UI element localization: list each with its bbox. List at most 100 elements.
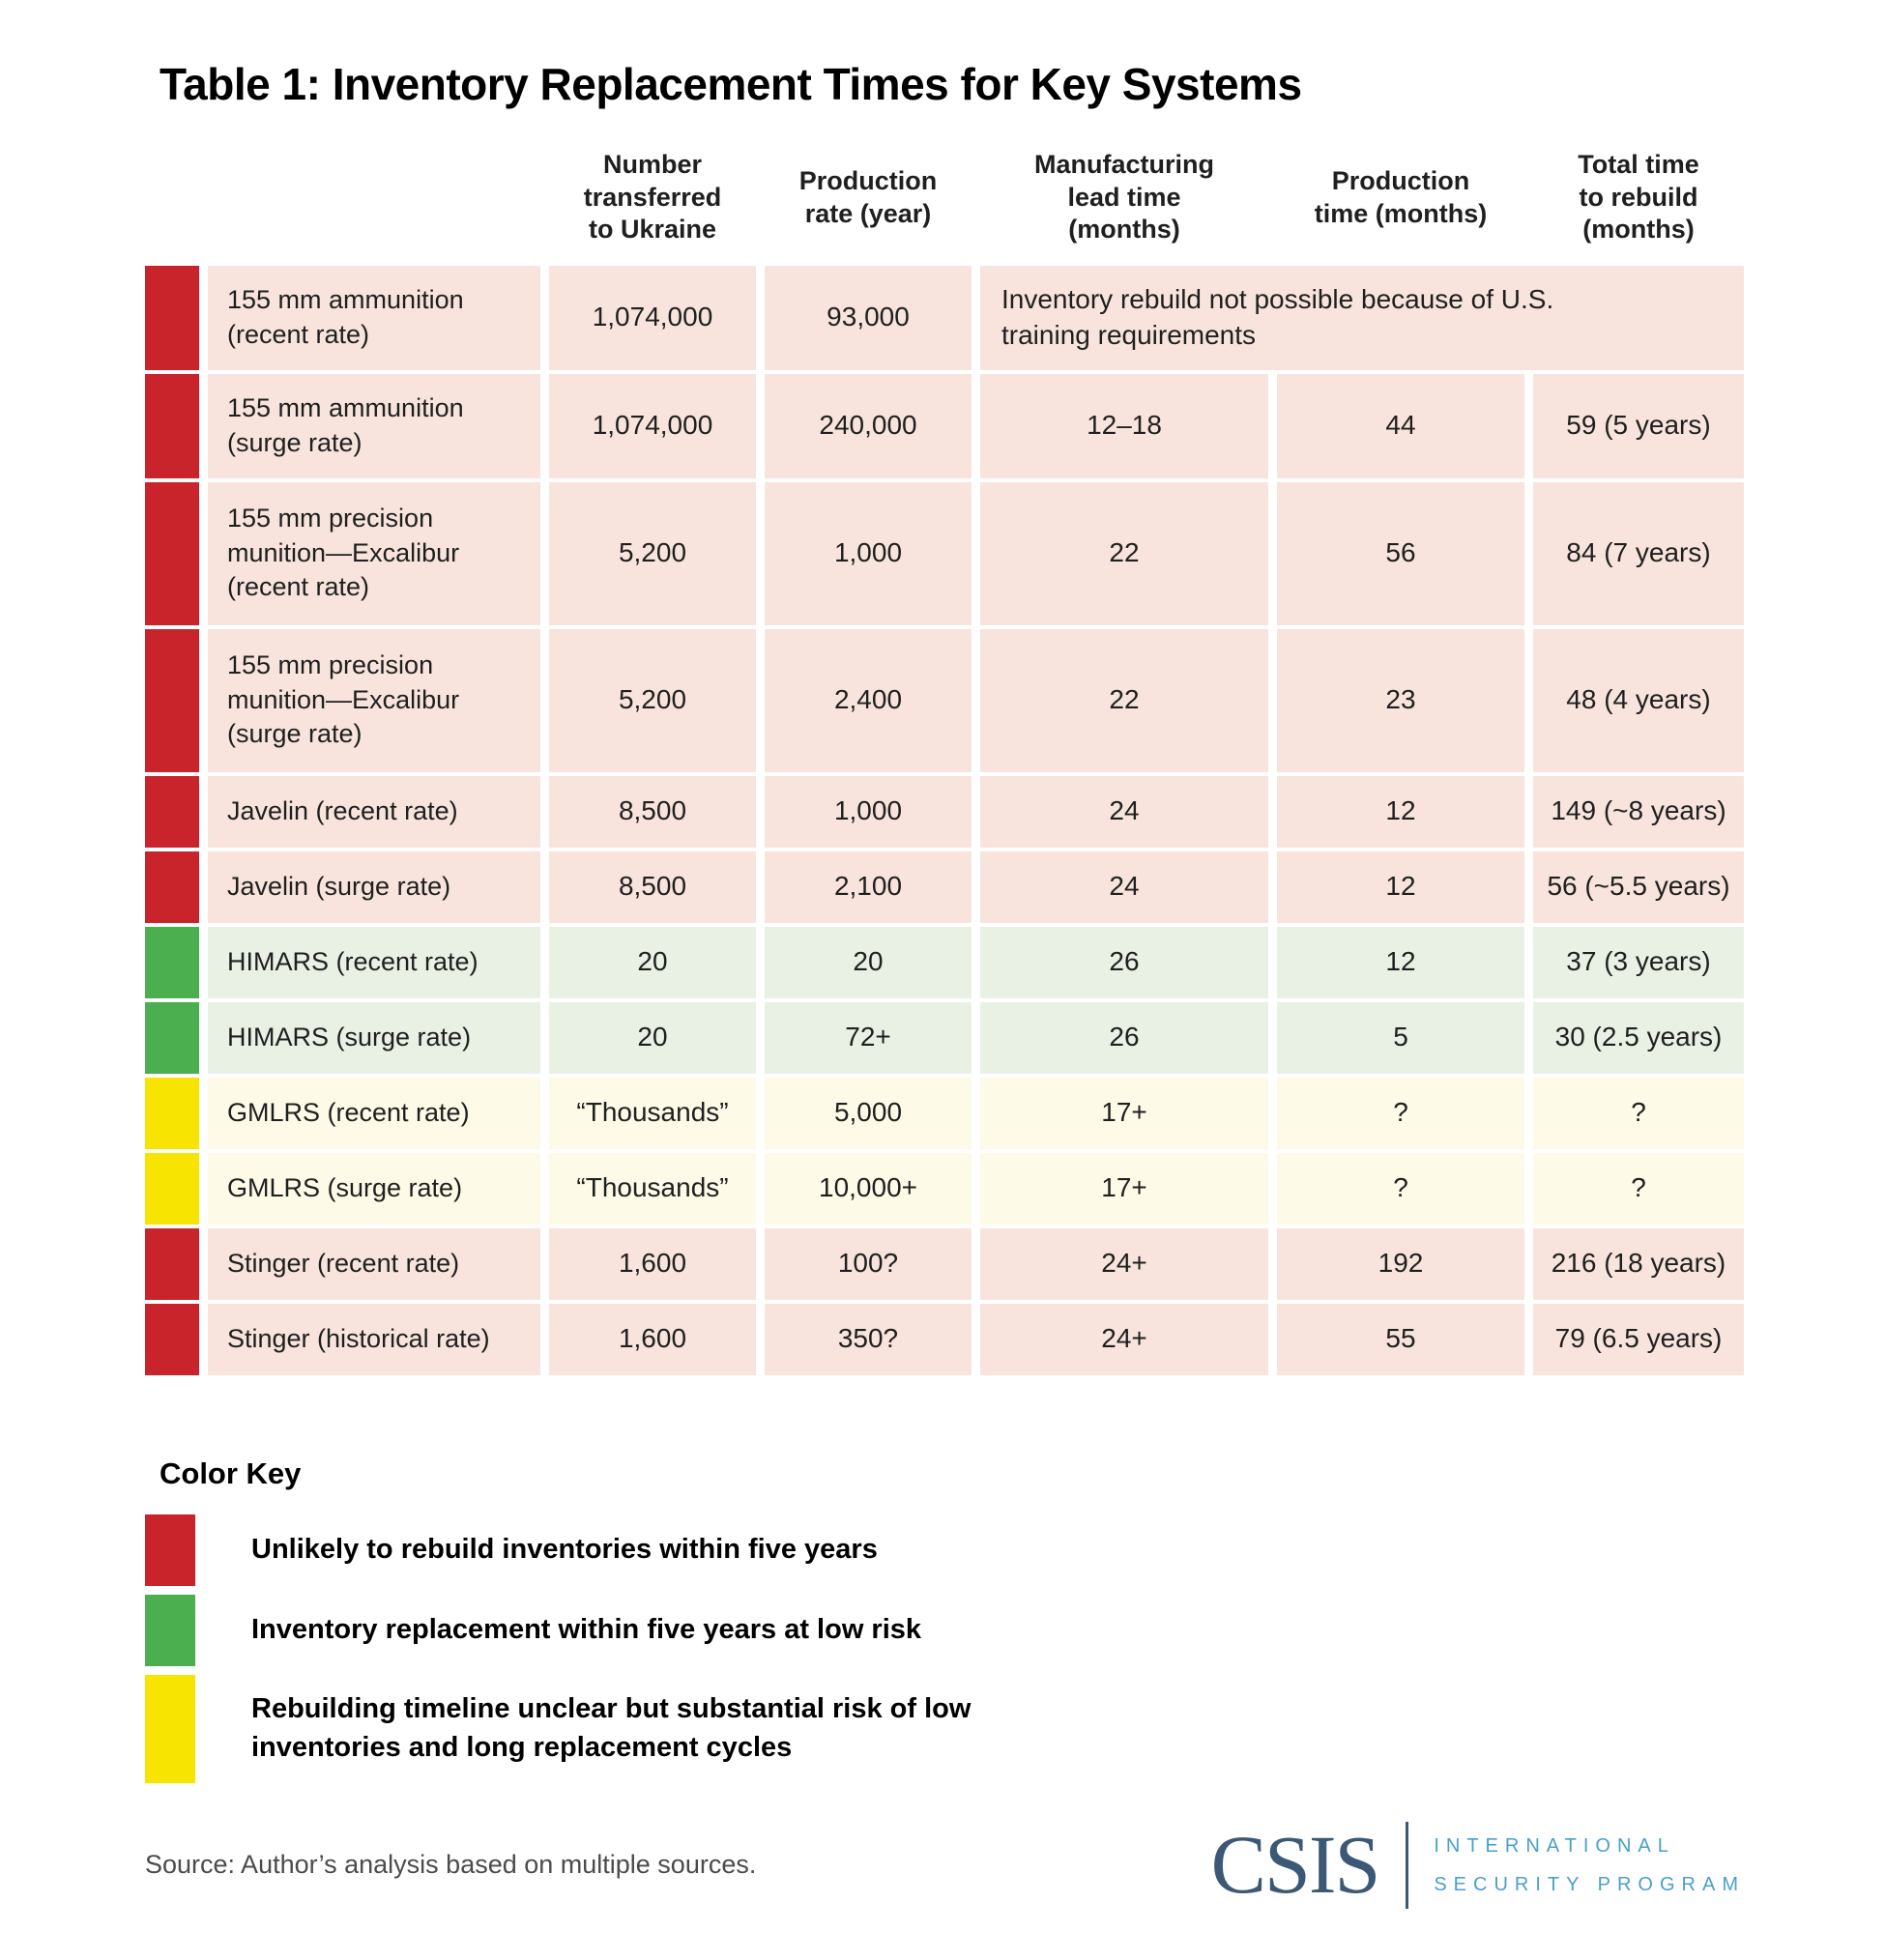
transferred-cell: 1,074,000 <box>549 265 756 370</box>
color-key-title: Color Key <box>160 1456 302 1490</box>
production-time-cell: 12 <box>1277 926 1524 998</box>
transferred-cell: 8,500 <box>549 775 756 848</box>
transferred-cell: “Thousands” <box>549 1152 756 1225</box>
lead-time-cell: 17+ <box>980 1152 1268 1225</box>
csis-logo: CSIS INTERNATIONAL SECURITY PROGRAM <box>1211 1821 1745 1909</box>
color-key-swatch-green <box>145 1594 195 1666</box>
color-key-label: Inventory replacement within five years … <box>251 1614 922 1646</box>
system-cell: Javelin (surge rate) <box>208 850 540 923</box>
rebuild-note-cell: Inventory rebuild not possible because o… <box>980 265 1744 370</box>
production-rate-cell: 2,100 <box>765 850 972 923</box>
transferred-cell: 20 <box>549 926 756 998</box>
transferred-cell: 5,200 <box>549 481 756 625</box>
total-time-cell: ? <box>1533 1152 1744 1225</box>
total-time-cell: ? <box>1533 1077 1744 1149</box>
column-header: Number transferred to Ukraine <box>583 150 722 245</box>
lead-time-cell: 24 <box>980 850 1268 923</box>
production-rate-cell: 93,000 <box>765 265 972 370</box>
status-swatch-red <box>145 1227 199 1300</box>
status-swatch-red <box>145 481 199 625</box>
logo-program-name: INTERNATIONAL SECURITY PROGRAM <box>1434 1834 1745 1895</box>
color-key-item-green: Inventory replacement within five years … <box>145 1594 1745 1666</box>
total-time-cell: 48 (4 years) <box>1533 628 1744 772</box>
production-rate-cell: 2,400 <box>765 628 972 772</box>
color-key-item-yellow: Rebuilding timeline unclear but substant… <box>145 1674 1745 1783</box>
production-time-cell: 192 <box>1277 1227 1524 1300</box>
production-time-cell: 23 <box>1277 628 1524 772</box>
production-time-cell: 56 <box>1277 481 1524 625</box>
status-swatch-yellow <box>145 1077 199 1149</box>
system-cell: Stinger (recent rate) <box>208 1227 540 1300</box>
total-time-cell: 56 (~5.5 years) <box>1533 850 1744 923</box>
transferred-cell: “Thousands” <box>549 1077 756 1149</box>
total-time-cell: 30 (2.5 years) <box>1533 1001 1744 1074</box>
status-swatch-yellow <box>145 1152 199 1225</box>
color-key-items: Unlikely to rebuild inventories within f… <box>145 1513 1745 1783</box>
system-cell: HIMARS (surge rate) <box>208 1001 540 1074</box>
transferred-cell: 1,600 <box>549 1303 756 1375</box>
system-cell: Stinger (historical rate) <box>208 1303 540 1375</box>
production-rate-cell: 5,000 <box>765 1077 972 1149</box>
source-note: Source: Author’s analysis based on multi… <box>145 1850 757 1880</box>
production-rate-cell: 350? <box>765 1303 972 1375</box>
footer: Source: Author’s analysis based on multi… <box>145 1821 1745 1909</box>
color-key-label: Rebuilding timeline unclear but substant… <box>251 1693 972 1763</box>
header-spacer <box>145 134 199 262</box>
column-header: Production rate (year) <box>798 166 938 228</box>
column-header: Total time to rebuild (months) <box>1578 150 1699 245</box>
production-time-cell: 12 <box>1277 775 1524 848</box>
system-cell: Javelin (recent rate) <box>208 775 540 848</box>
production-time-cell: ? <box>1277 1077 1524 1149</box>
status-swatch-green <box>145 1001 199 1074</box>
production-time-cell: 44 <box>1277 373 1524 478</box>
total-time-cell: 37 (3 years) <box>1533 926 1744 998</box>
transferred-cell: 1,600 <box>549 1227 756 1300</box>
color-key-item-red: Unlikely to rebuild inventories within f… <box>145 1513 1745 1586</box>
production-time-cell: ? <box>1277 1152 1524 1225</box>
production-rate-cell: 1,000 <box>765 481 972 625</box>
color-key-swatch-yellow <box>145 1674 195 1783</box>
header-spacer <box>208 134 540 262</box>
lead-time-cell: 22 <box>980 481 1268 625</box>
lead-time-cell: 24 <box>980 775 1268 848</box>
lead-time-cell: 24+ <box>980 1227 1268 1300</box>
color-key-label: Unlikely to rebuild inventories within f… <box>251 1534 878 1566</box>
total-time-cell: 149 (~8 years) <box>1533 775 1744 848</box>
system-cell: 155 mm precision munition—Excalibur (rec… <box>208 481 540 625</box>
production-rate-cell: 20 <box>765 926 972 998</box>
lead-time-cell: 17+ <box>980 1077 1268 1149</box>
production-rate-cell: 240,000 <box>765 373 972 478</box>
status-swatch-red <box>145 373 199 478</box>
status-swatch-green <box>145 926 199 998</box>
production-time-cell: 5 <box>1277 1001 1524 1074</box>
status-swatch-red <box>145 1303 199 1375</box>
status-swatch-red <box>145 775 199 848</box>
system-cell: GMLRS (recent rate) <box>208 1077 540 1149</box>
transferred-cell: 20 <box>549 1001 756 1074</box>
lead-time-cell: 26 <box>980 1001 1268 1074</box>
color-key-swatch-red <box>145 1513 195 1586</box>
transferred-cell: 8,500 <box>549 850 756 923</box>
lead-time-cell: 26 <box>980 926 1268 998</box>
status-swatch-red <box>145 265 199 370</box>
transferred-cell: 1,074,000 <box>549 373 756 478</box>
color-key: Color Key Unlikely to rebuild inventorie… <box>145 1456 1745 1783</box>
column-header: Production time (months) <box>1314 166 1488 228</box>
system-cell: HIMARS (recent rate) <box>208 926 540 998</box>
system-cell: 155 mm precision munition—Excalibur (sur… <box>208 628 540 772</box>
total-time-cell: 59 (5 years) <box>1533 373 1744 478</box>
inventory-table: Number transferred to Ukraine Production … <box>145 134 1745 1375</box>
status-swatch-red <box>145 628 199 772</box>
system-cell: 155 mm ammunition (recent rate) <box>208 265 540 370</box>
total-time-cell: 79 (6.5 years) <box>1533 1303 1744 1375</box>
transferred-cell: 5,200 <box>549 628 756 772</box>
total-time-cell: 84 (7 years) <box>1533 481 1744 625</box>
production-rate-cell: 1,000 <box>765 775 972 848</box>
status-swatch-red <box>145 850 199 923</box>
table-title: Table 1: Inventory Replacement Times for… <box>160 59 1302 109</box>
system-cell: GMLRS (surge rate) <box>208 1152 540 1225</box>
system-cell: 155 mm ammunition (surge rate) <box>208 373 540 478</box>
production-rate-cell: 72+ <box>765 1001 972 1074</box>
lead-time-cell: 12–18 <box>980 373 1268 478</box>
